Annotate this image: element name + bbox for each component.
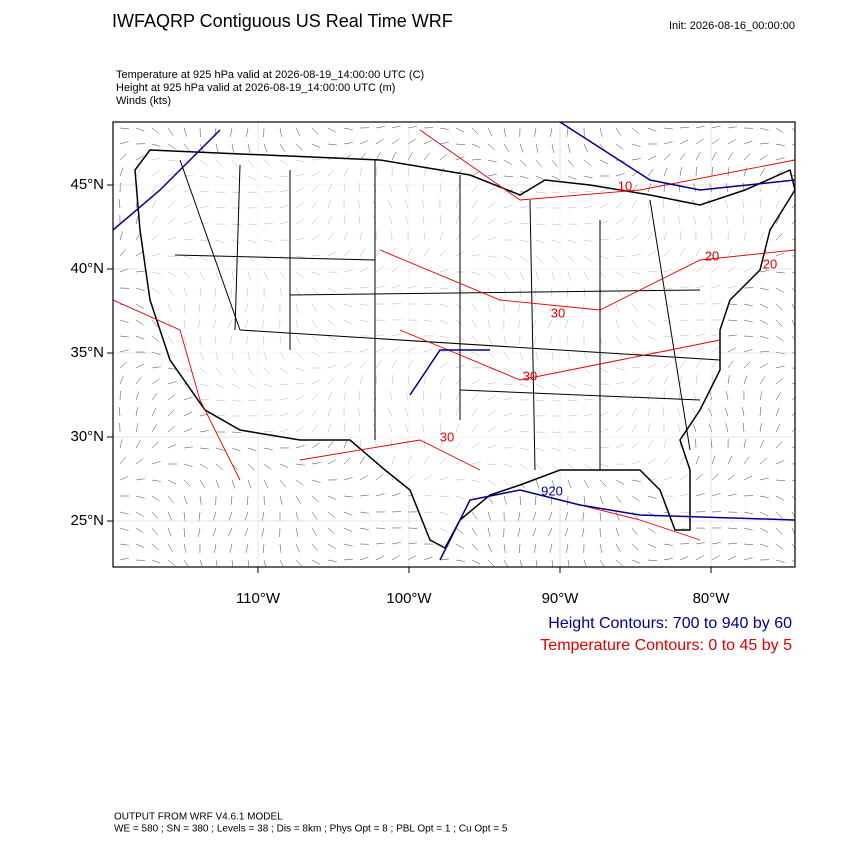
height-legend: Height Contours: 700 to 940 by 60	[548, 615, 792, 632]
temperature-label: 20	[705, 248, 719, 263]
field-label: Winds (kts)	[116, 95, 171, 107]
field-label: Temperature at 925 hPa valid at 2026-08-…	[116, 69, 424, 81]
temperature-label: 30	[523, 368, 537, 383]
temperature-label: 30	[440, 429, 454, 444]
field-label: Height at 925 hPa valid at 2026-08-19_14…	[116, 82, 395, 94]
init-time: Init: 2026-08-16_00:00:00	[669, 20, 795, 32]
lat-label: 45°N	[70, 176, 104, 193]
lon-label: 100°W	[386, 590, 432, 607]
lon-label: 110°W	[236, 590, 281, 607]
lon-label: 90°W	[542, 590, 580, 607]
footer-model: OUTPUT FROM WRF V4.6.1 MODEL	[114, 812, 283, 823]
temperature-legend: Temperature Contours: 0 to 45 by 5	[540, 637, 792, 654]
footer-settings: WE = 580 ; SN = 380 ; Levels = 38 ; Dis …	[114, 824, 508, 835]
lat-label: 25°N	[70, 512, 104, 529]
title: IWFAQRP Contiguous US Real Time WRF	[112, 11, 453, 31]
lat-label: 40°N	[70, 260, 104, 277]
lon-label: 80°W	[693, 590, 731, 607]
temperature-label: 10	[618, 178, 632, 193]
lat-label: 35°N	[70, 344, 104, 361]
temperature-label: 20	[763, 256, 777, 271]
temperature-label: 30	[551, 305, 565, 320]
height-label: 920	[541, 483, 563, 498]
lat-label: 30°N	[70, 428, 104, 445]
